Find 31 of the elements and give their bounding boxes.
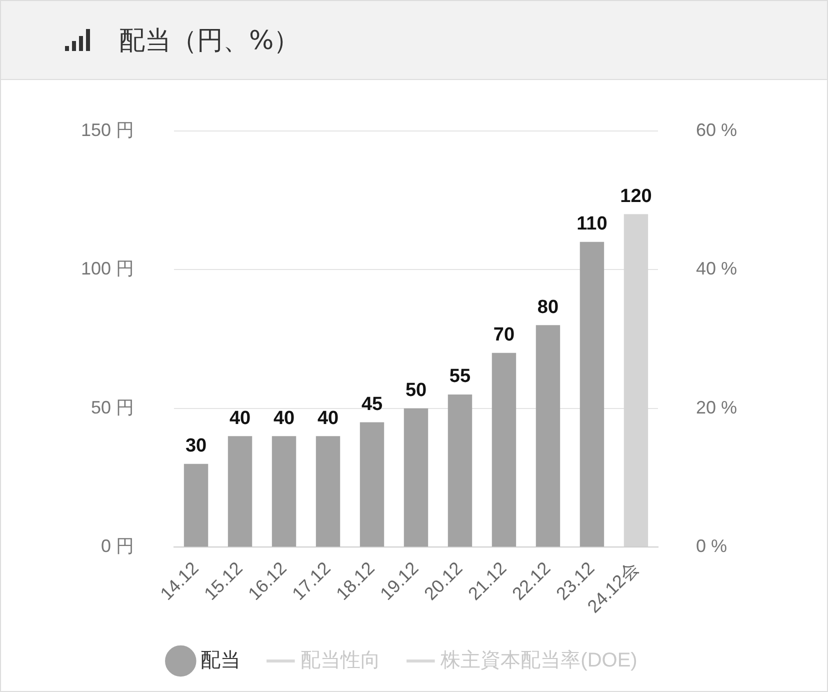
data-label: 50: [405, 380, 427, 402]
y-tick-label: 50 円: [91, 397, 134, 418]
data-label: 45: [361, 394, 384, 415]
data-label: 40: [317, 408, 339, 429]
chart-title: 配当（円、%）: [119, 24, 300, 58]
y2-tick-label: 60 %: [696, 120, 738, 140]
bar: [316, 436, 340, 547]
data-label: 30: [185, 436, 207, 457]
data-label: 80: [537, 296, 559, 318]
bar: [492, 352, 516, 547]
y2-tick-label: 40 %: [696, 258, 738, 279]
data-label: 120: [620, 186, 652, 207]
y-tick-label: 100 円: [80, 258, 134, 279]
bar: [272, 436, 296, 547]
y-tick-label: 150 円: [80, 120, 134, 140]
data-label: 40: [273, 408, 295, 429]
bar: [580, 242, 604, 547]
bar: [536, 325, 560, 547]
y2-tick-label: 0 %: [696, 536, 728, 556]
bar: [404, 408, 428, 547]
y-tick-label: 0 円: [101, 536, 134, 556]
bar: [184, 464, 208, 547]
data-label: 110: [576, 214, 608, 235]
y2-tick-label: 20 %: [696, 397, 738, 418]
bar: [448, 394, 472, 547]
data-label: 40: [229, 408, 251, 429]
bar: [360, 422, 384, 547]
data-label: 70: [493, 324, 515, 346]
legend-label: 配当: [200, 650, 241, 672]
bar: [228, 436, 252, 547]
data-label: 55: [449, 366, 471, 388]
